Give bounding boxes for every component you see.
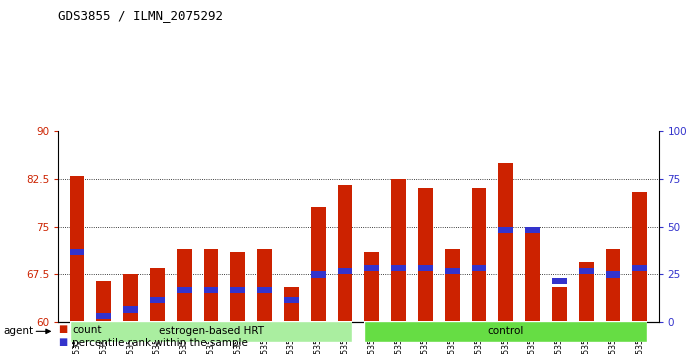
Bar xyxy=(632,265,647,271)
Text: GDS3855 / ILMN_2075292: GDS3855 / ILMN_2075292 xyxy=(58,9,224,22)
Bar xyxy=(606,249,620,322)
Bar xyxy=(70,249,84,255)
Bar xyxy=(472,265,486,271)
Bar xyxy=(150,297,165,303)
Bar xyxy=(391,265,406,271)
Bar xyxy=(311,207,326,322)
Bar xyxy=(445,249,460,322)
Bar xyxy=(391,179,406,322)
Bar xyxy=(97,281,111,322)
Bar xyxy=(338,268,353,274)
Text: ■: ■ xyxy=(58,324,67,334)
Bar xyxy=(257,287,272,293)
Bar xyxy=(525,227,540,233)
Bar xyxy=(177,249,191,322)
Bar xyxy=(499,227,513,233)
Bar xyxy=(364,252,379,322)
Bar xyxy=(418,188,433,322)
Bar xyxy=(552,287,567,322)
Text: agent: agent xyxy=(3,326,34,336)
Bar xyxy=(579,268,593,274)
Bar xyxy=(284,297,299,303)
Bar xyxy=(123,306,138,313)
Bar xyxy=(364,265,379,271)
Bar xyxy=(204,287,218,293)
Bar xyxy=(257,249,272,322)
Bar xyxy=(97,313,111,319)
Bar xyxy=(418,265,433,271)
Bar xyxy=(606,271,620,278)
Bar xyxy=(472,188,486,322)
Bar xyxy=(445,268,460,274)
Bar xyxy=(579,262,593,322)
Bar xyxy=(552,278,567,284)
Bar xyxy=(204,249,218,322)
Bar xyxy=(230,287,245,293)
Text: estrogen-based HRT: estrogen-based HRT xyxy=(158,326,263,336)
Bar xyxy=(525,227,540,322)
Bar xyxy=(632,192,647,322)
Bar xyxy=(177,287,191,293)
Bar xyxy=(499,163,513,322)
Bar xyxy=(230,252,245,322)
Bar xyxy=(284,287,299,322)
Bar xyxy=(70,176,84,322)
Text: ■: ■ xyxy=(58,337,67,347)
Text: percentile rank within the sample: percentile rank within the sample xyxy=(72,338,248,348)
Bar xyxy=(311,271,326,278)
Bar xyxy=(150,268,165,322)
Text: count: count xyxy=(72,325,102,335)
Bar xyxy=(338,185,353,322)
Text: control: control xyxy=(488,326,524,336)
Bar xyxy=(123,274,138,322)
